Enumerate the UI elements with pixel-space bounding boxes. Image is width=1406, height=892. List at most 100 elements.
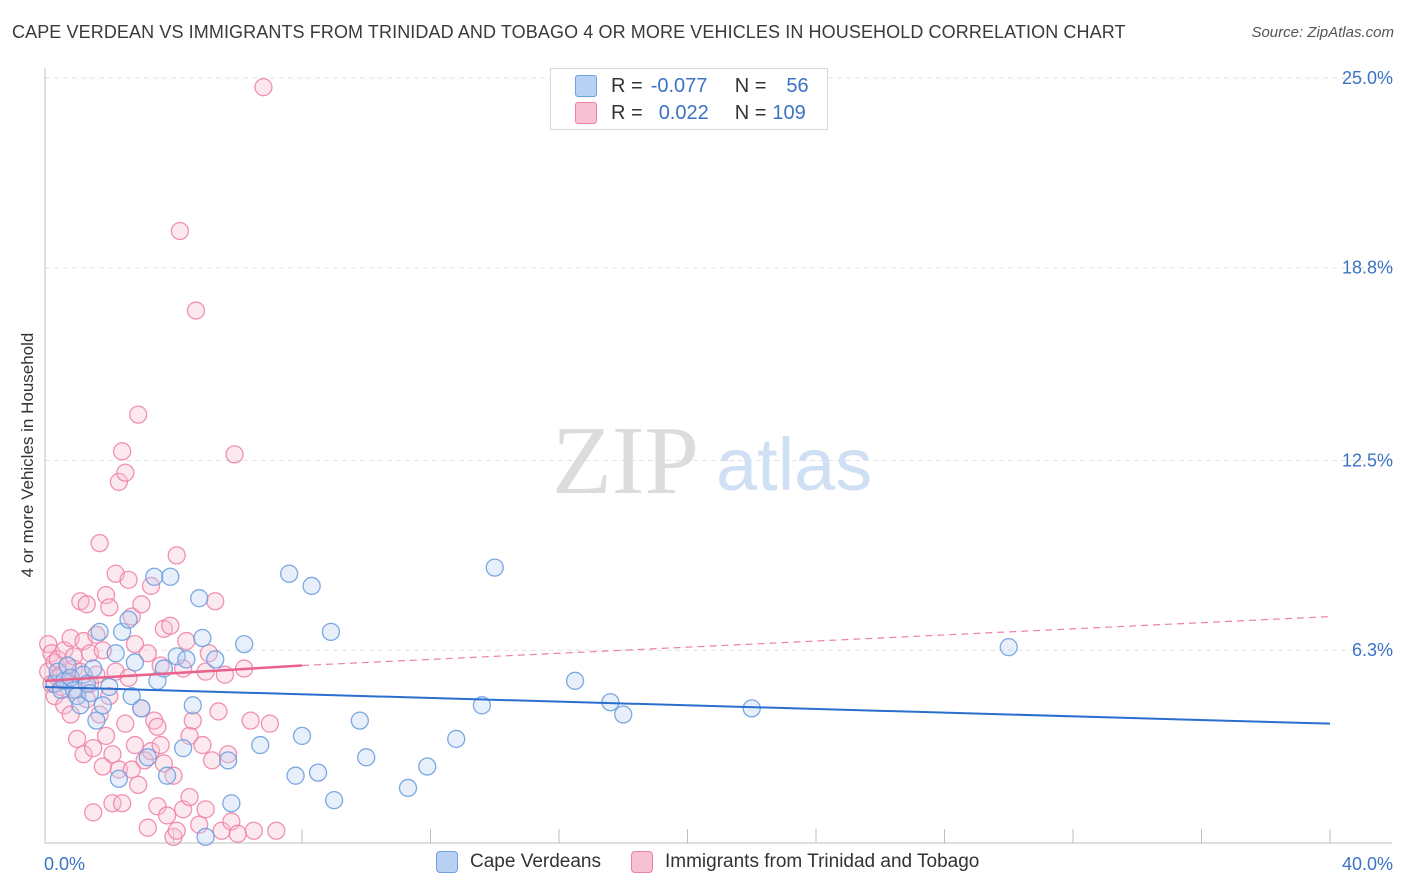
cape-verdean-point (302, 576, 321, 596)
cape-verdean-point (87, 711, 106, 730)
cape-verdean-point (235, 634, 254, 654)
trinidad-point (167, 821, 186, 840)
trinidad-point (241, 711, 260, 730)
cape-verdean-point (206, 650, 225, 669)
cape-verdean-point (251, 735, 270, 755)
cape-verdean-point (398, 778, 418, 798)
trinidad-point (109, 472, 129, 492)
trinidad-point (87, 625, 106, 645)
cape-verdean-point (565, 671, 585, 690)
trinidad-point (109, 760, 129, 779)
trinidad-point (116, 463, 135, 482)
trinidad-point (183, 711, 202, 730)
cape-verdean-point (109, 769, 129, 788)
cape-verdean-point (93, 696, 112, 715)
cape-verdean-point (742, 699, 761, 718)
trinidad-point (61, 705, 80, 724)
trinidad-trend-line (44, 664, 303, 683)
trinidad-point (225, 445, 244, 464)
trinidad-point (119, 668, 138, 687)
cape-verdean-trend-line (44, 685, 1331, 725)
trinidad-point (267, 821, 286, 840)
cape-verdean-point (177, 650, 196, 669)
stats-legend: R = -0.077 N = 56 R = 0.022 N = 109 (550, 68, 828, 130)
legend-label: Immigrants from Trinidad and Tobago (665, 851, 980, 872)
legend-item-trinidad: Immigrants from Trinidad and Tobago (631, 851, 979, 873)
r-value: -0.077 (650, 74, 708, 97)
trinidad-point (186, 301, 206, 320)
cape-verdean-point (183, 696, 202, 715)
trinidad-point (202, 751, 222, 770)
cape-verdean-point (472, 696, 492, 715)
legend-swatch-blue (436, 851, 458, 873)
cape-verdean-point (286, 766, 305, 785)
cape-verdean-point (485, 558, 504, 577)
cape-verdean-point (999, 638, 1018, 657)
trend-lines (44, 615, 1331, 725)
trinidad-point (260, 714, 280, 733)
y-tick-label: 6.3% (1352, 640, 1393, 660)
trinidad-point (209, 702, 228, 721)
trinidad-point (100, 686, 119, 706)
legend-label: Cape Verdeans (470, 851, 601, 872)
stats-row-trinidad: R = 0.022 N = 109 (575, 101, 806, 125)
trinidad-point (180, 787, 199, 807)
cape-verdean-point (145, 567, 164, 586)
trinidad-point (193, 735, 212, 755)
legend-swatch-pink (631, 851, 653, 873)
trinidad-point (77, 595, 96, 614)
trinidad-point (125, 634, 145, 654)
n-label: N = (734, 74, 767, 97)
axes (44, 68, 1392, 844)
trinidad-point (138, 818, 157, 837)
cape-verdean-point (190, 589, 209, 608)
stats-row-cape-verdean: R = -0.077 N = 56 (575, 74, 809, 98)
trinidad-point (164, 766, 183, 785)
trinidad-point (74, 745, 93, 764)
cape-verdean-point (292, 726, 312, 746)
trinidad-trend-extension (301, 615, 1331, 667)
legend-swatch-pink (575, 102, 597, 124)
cape-verdean-point (125, 653, 145, 672)
trinidad-point (132, 595, 151, 614)
tick-labels: 6.3% 12.5% 18.8% 25.0% 0.0% 40.0% (44, 68, 1393, 874)
r-label: R = (611, 101, 643, 124)
trinidad-point (148, 717, 167, 736)
chart-title: CAPE VERDEAN VS IMMIGRANTS FROM TRINIDAD… (12, 22, 1126, 42)
cape-verdean-point (321, 622, 341, 642)
trinidad-point (170, 221, 190, 241)
cape-verdean-point (100, 677, 119, 697)
trinidad-point (100, 598, 119, 617)
cape-verdean-point (90, 622, 109, 642)
series-legend: Cape Verdeans Immigrants from Trinidad a… (436, 851, 1009, 873)
cape-verdean-point (196, 827, 215, 847)
cape-verdean-point (279, 564, 299, 583)
cape-verdean-point (119, 610, 138, 629)
trinidad-point (138, 644, 157, 663)
cape-verdean-point (350, 711, 369, 730)
x-tick-label: 0.0% (44, 854, 85, 874)
trinidad-point (122, 760, 141, 779)
y-tick-label: 12.5% (1342, 451, 1393, 471)
grid-lines (45, 77, 1392, 651)
y-tick-label: 25.0% (1342, 68, 1393, 88)
trinidad-point (218, 745, 238, 764)
cape-verdean-point (357, 748, 376, 767)
watermark-atlas: atlas (716, 423, 872, 506)
cape-verdean-point (308, 763, 328, 782)
cape-verdean-point (614, 705, 633, 724)
trinidad-point (148, 797, 167, 816)
trinidad-point (112, 442, 132, 461)
y-tick-label: 18.8% (1342, 258, 1393, 278)
cape-verdean-point (138, 748, 157, 767)
x-tick-label: 40.0% (1342, 854, 1393, 874)
trinidad-point (96, 726, 116, 746)
source-label: Source: ZipAtlas.com (1251, 24, 1394, 41)
cape-verdean-point (173, 738, 193, 758)
trinidad-point (90, 533, 109, 553)
trinidad-point (157, 806, 177, 825)
trinidad-point (196, 800, 215, 819)
trinidad-point (84, 803, 103, 822)
trinidad-point (55, 696, 74, 715)
